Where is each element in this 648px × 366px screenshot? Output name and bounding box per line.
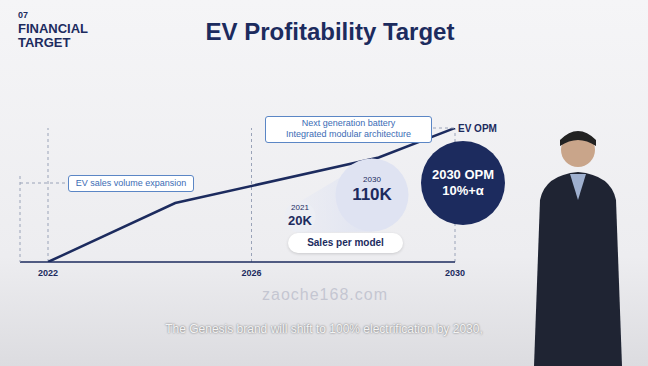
html-text:2021: 2021	[291, 203, 309, 212]
html-text:110K: 110K	[352, 185, 392, 204]
html-text:EV OPM: EV OPM	[458, 123, 497, 134]
html-text:20K: 20K	[288, 213, 312, 228]
html-text:2030 OPM: 2030 OPM	[431, 167, 495, 182]
html-text:Sales per model: Sales per model	[307, 237, 384, 248]
html-text:The Genesis brand will shift t: The Genesis brand will shift to 100% ele…	[165, 322, 483, 336]
html-text:2030: 2030	[363, 175, 381, 184]
svg-text:2022: 2022	[38, 268, 58, 278]
html-text:07: 07	[18, 10, 28, 20]
html-text:EV Profitability Target: EV Profitability Target	[205, 18, 455, 45]
html-text:10%+α: 10%+α	[442, 183, 484, 198]
html-text:FINANCIAL TARGET: FINANCIAL TARGET	[18, 21, 88, 50]
html-text:EV sales volume expansion: EV sales volume expansion	[75, 178, 187, 188]
html-text:Integrated modular architectur: Integrated modular architecture	[286, 129, 411, 139]
svg-text:2026: 2026	[241, 268, 261, 278]
html-text:Next generation battery: Next generation battery	[301, 118, 396, 128]
svg-text:2030: 2030	[445, 268, 465, 278]
html-text:zaoche168.com: zaoche168.com	[262, 286, 388, 303]
